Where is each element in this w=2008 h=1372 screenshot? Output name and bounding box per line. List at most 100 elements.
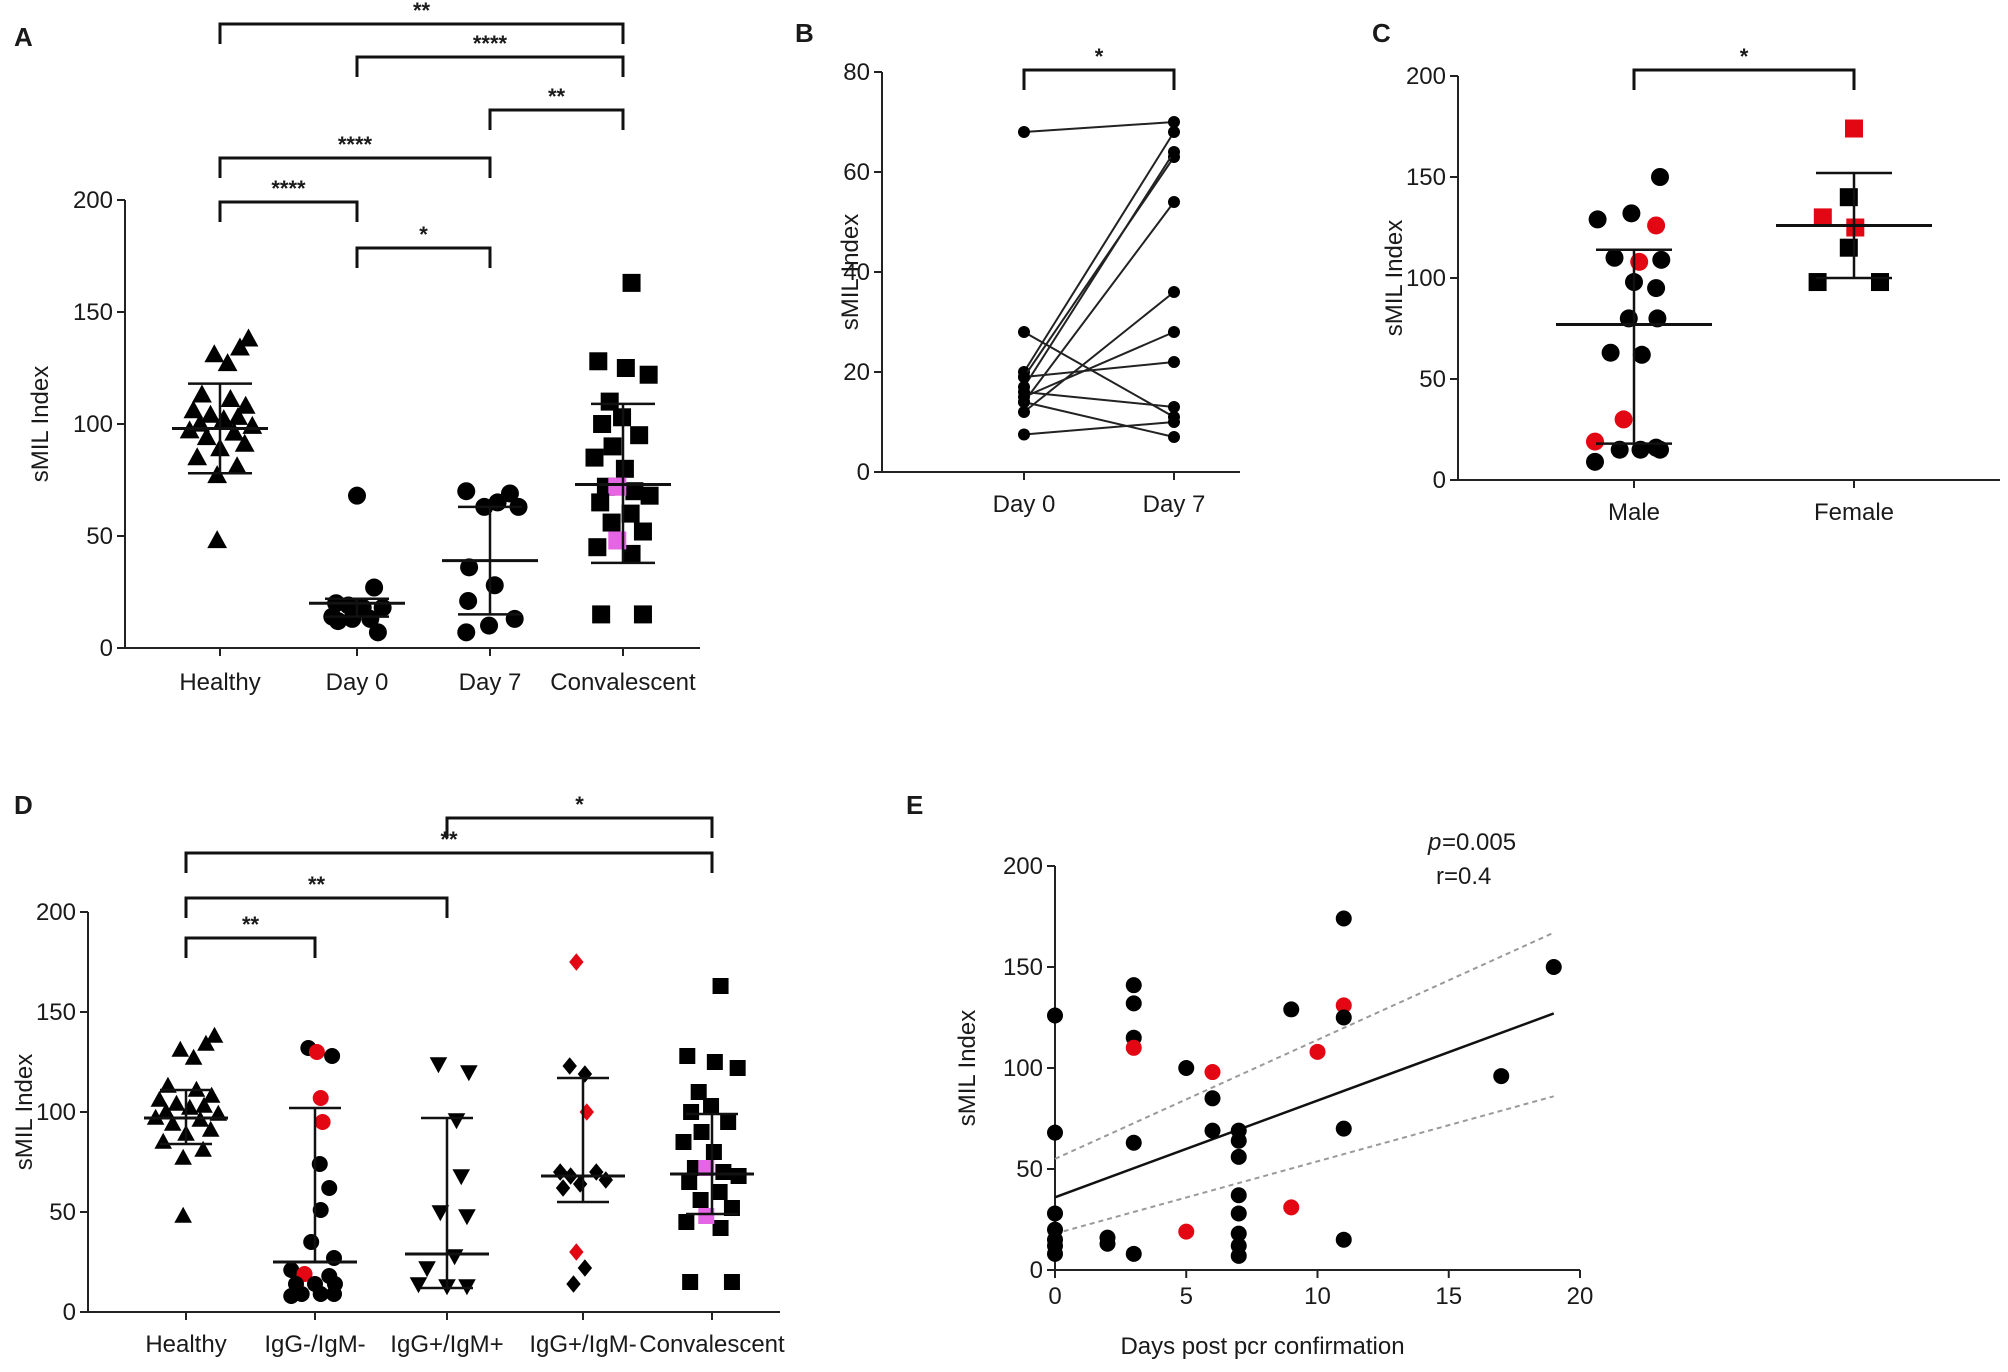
panel-c-data-point	[1605, 248, 1624, 267]
panel-a-data-point	[217, 353, 238, 372]
panel-d-data-point	[566, 1275, 581, 1293]
panel-a-data-point	[200, 404, 221, 423]
panel-d-data-point	[167, 1094, 186, 1111]
panel-a-data-point	[457, 482, 476, 501]
panel-a-data-point	[238, 328, 259, 347]
panel-a-data-point	[228, 406, 248, 425]
panel-d-data-point	[157, 1102, 175, 1119]
panel-d-data-point	[579, 1103, 594, 1121]
panel-a-significance-stars: ****	[271, 176, 306, 201]
panel-d-data-point	[598, 1171, 613, 1189]
panel-a-data-point	[224, 422, 245, 441]
panel-a-data-point	[615, 459, 634, 478]
panel-c-x-tick-label: Male	[1608, 499, 1660, 526]
panel-a-data-point	[207, 530, 228, 549]
panel-b-x-tick-label: Day 0	[993, 491, 1056, 518]
panel-d-data-point	[698, 1160, 715, 1176]
panel-e-y-tick-label: 100	[1003, 1055, 1043, 1082]
panel-d-data-point	[711, 1184, 728, 1200]
panel-d-data-point	[197, 1034, 215, 1051]
panel-e-data-point	[1178, 1060, 1195, 1076]
panel-c-data-point	[1652, 250, 1671, 269]
panel-d-data-point	[693, 1124, 710, 1140]
panel-d-data-point	[730, 1168, 747, 1184]
panel-e-data-point	[1335, 997, 1352, 1014]
panel-a-y-tick-label: 0	[100, 635, 113, 662]
panel-a-data-point	[500, 484, 519, 503]
panel-a-data-point	[600, 392, 619, 411]
panel-a-data-point	[640, 486, 659, 505]
panel-a-data-point	[235, 395, 256, 414]
panel-b-day0-point	[1018, 406, 1030, 418]
panel-d-y-tick-label: 150	[36, 999, 76, 1026]
panel-b-pair-line	[1023, 201, 1175, 403]
panel-c-y-tick-label: 200	[1406, 63, 1446, 90]
panel-c-y-axis-label: sMIL Index	[1381, 220, 1408, 337]
panel-e-data-point	[1125, 977, 1142, 994]
panel-a-data-point	[622, 544, 641, 563]
panel-d-data-point	[458, 1209, 476, 1226]
panel-d-significance-stars: *	[575, 792, 584, 817]
panel-b-y-tick-label: 40	[843, 259, 870, 286]
panel-c-data-point	[1651, 168, 1669, 186]
panel-c-data-point	[1614, 410, 1633, 429]
panel-a-significance-bracket	[355, 246, 492, 268]
panel-a-y-tick-label: 50	[86, 523, 113, 550]
panel-d-data-point	[569, 953, 584, 971]
panel-c-data-point	[1651, 440, 1669, 459]
panel-d-data-point	[326, 1250, 342, 1266]
panel-d-data-point	[447, 1113, 466, 1130]
panel-d-data-point	[314, 1114, 331, 1130]
panel-e-data-point	[1283, 1001, 1300, 1018]
panel-d-significance-bracket	[184, 896, 449, 918]
panel-a-data-point	[220, 389, 241, 408]
panel-a-data-point	[588, 538, 607, 557]
panel-b-day0-point	[1018, 126, 1030, 138]
panel-e-data-point	[1335, 1009, 1352, 1026]
panel-d-data-point	[715, 1164, 732, 1180]
panel-d-data-point	[202, 1086, 221, 1103]
panel-c-data-point	[1622, 204, 1641, 223]
panel-b-day7-point	[1168, 116, 1180, 128]
panel-d-data-point	[181, 1098, 199, 1115]
panel-a-data-point	[365, 578, 384, 597]
panel-a-significance-bracket	[218, 200, 359, 222]
panel-a-y-tick-label: 200	[73, 187, 113, 214]
panel-e-data-point	[1099, 1235, 1116, 1252]
panel-d-data-point	[174, 1148, 192, 1165]
panel-e-data-point	[1125, 1039, 1142, 1056]
panel-c-significance-bracket	[1632, 68, 1856, 90]
panel-c-data-point	[1648, 309, 1667, 328]
annotation-r: r=0.4	[1436, 863, 1491, 890]
panel-d-significance-stars: **	[308, 872, 326, 897]
panel-a-data-point	[603, 437, 622, 456]
panel-e-data-point	[1047, 1205, 1063, 1222]
panel-d-y-tick-label: 200	[36, 899, 76, 926]
panel-d-data-point	[460, 1065, 478, 1082]
panel-d-data-point	[683, 1104, 700, 1120]
panel-c-y-tick-label: 0	[1433, 467, 1446, 494]
panel-c-data-point	[1845, 119, 1863, 138]
panel-c-data-point	[1632, 345, 1651, 364]
panel-a-significance-stars: *	[419, 222, 428, 247]
panel-a-y-tick-label: 100	[73, 411, 113, 438]
panel-d-data-point	[720, 1114, 737, 1130]
panel-d-data-point	[445, 1249, 464, 1266]
panel-b-pair-line	[1023, 131, 1175, 373]
panel-d-significance-bracket	[184, 851, 714, 873]
panel-a-data-point	[622, 273, 641, 292]
panel-a-data-point	[480, 616, 499, 635]
panel-a-x-tick-label: Healthy	[179, 669, 260, 696]
panel-a-data-point	[639, 365, 658, 384]
panel-d-significance-bracket	[184, 936, 317, 958]
panel-b-significance-stars: *	[1095, 44, 1104, 69]
panel-a-data-point	[592, 605, 611, 624]
panel-a-data-point	[234, 433, 255, 452]
panel-d-data-point	[729, 1060, 746, 1076]
panel-a-data-point	[192, 384, 212, 403]
panel-d-data-point	[431, 1205, 450, 1222]
panel-e-y-tick-label: 150	[1003, 954, 1043, 981]
panel-d-data-point	[283, 1262, 300, 1278]
panel-c-data-point	[1871, 273, 1889, 292]
